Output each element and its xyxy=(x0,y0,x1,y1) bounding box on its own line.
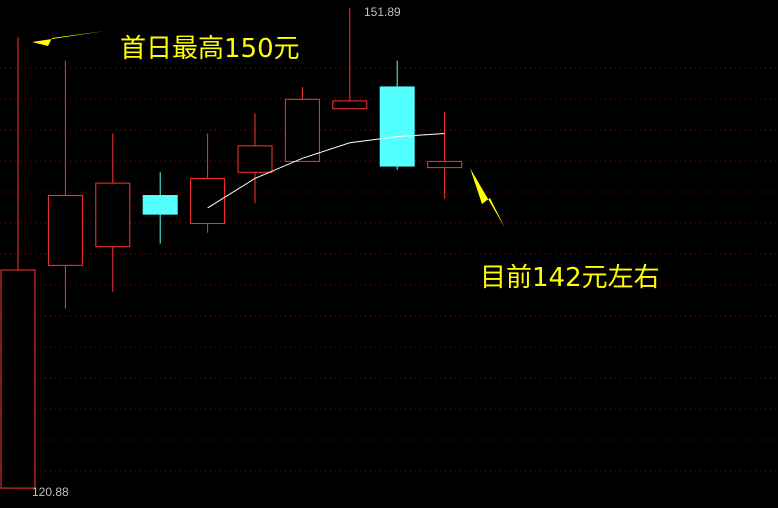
candle-body xyxy=(142,195,178,215)
arrow-current xyxy=(470,168,505,228)
candle-body xyxy=(95,182,131,248)
annotation-first-day: 首日最高150元 xyxy=(120,34,300,64)
candle-body xyxy=(237,145,273,173)
candle-body xyxy=(0,269,36,489)
min-price-label: 120.88 xyxy=(32,485,69,499)
moving-average-line xyxy=(207,132,445,209)
candle-body xyxy=(284,98,320,162)
candle-body xyxy=(427,160,463,169)
candle-body xyxy=(379,86,415,167)
annotation-current: 目前142元左右 xyxy=(480,263,660,293)
candle-body xyxy=(332,100,368,110)
arrow-first-day xyxy=(32,31,105,46)
candle-body xyxy=(47,195,83,266)
max-price-label: 151.89 xyxy=(364,5,401,19)
